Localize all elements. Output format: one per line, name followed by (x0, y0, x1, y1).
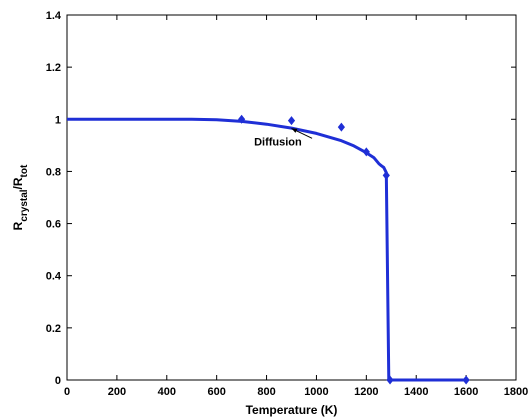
y-tick-label: 0.6 (46, 219, 61, 231)
x-tick-label: 1800 (504, 386, 528, 398)
data-point-marker (462, 375, 470, 385)
x-tick-label: 600 (207, 386, 225, 398)
y-tick-label: 1 (55, 114, 61, 126)
y-tick-label: 0.2 (46, 323, 61, 335)
annotation-layer: Diffusion (254, 127, 313, 148)
series-layer (67, 114, 470, 385)
y-axis-label: Rcrystal/Rtot (11, 164, 30, 230)
x-axis-label: Temperature (K) (246, 403, 338, 417)
data-point-marker (287, 116, 296, 126)
y-label-mid: /R (11, 177, 25, 189)
data-point-marker (238, 114, 246, 124)
y-tick-label: 1.2 (46, 62, 61, 74)
y-tick-labels: 0 0.2 0.4 0.6 0.8 1 1.2 1.4 (46, 10, 62, 387)
x-tick-label: 400 (158, 386, 176, 398)
y-tick-label: 0 (55, 375, 61, 387)
y-tick-label: 1.4 (46, 10, 62, 22)
y-tick-label: 0.4 (46, 271, 62, 283)
x-tick-label: 800 (257, 386, 275, 398)
x-tick-label: 1400 (404, 386, 428, 398)
y-label-sub1: crystal (19, 189, 30, 221)
x-tick-label: 200 (108, 386, 126, 398)
y-label-sub2: tot (19, 164, 30, 177)
x-tick-label: 1200 (354, 386, 378, 398)
x-tick-label: 1000 (304, 386, 328, 398)
x-tick-label: 0 (64, 386, 70, 398)
axis-ticks (66, 14, 517, 381)
x-tick-labels: 0 200 400 600 800 1000 1200 1400 1600 1800 (64, 386, 528, 398)
data-point-marker (382, 170, 390, 180)
data-point-marker (337, 122, 345, 132)
data-point-marker (386, 375, 394, 385)
annotation-text: Diffusion (254, 136, 302, 148)
x-tick-label: 1600 (454, 386, 478, 398)
annotation-arrowhead (291, 128, 298, 133)
y-tick-label: 0.8 (46, 166, 61, 178)
data-point-marker (362, 147, 370, 157)
y-label-base: R (11, 221, 25, 230)
plot-area (66, 14, 517, 381)
